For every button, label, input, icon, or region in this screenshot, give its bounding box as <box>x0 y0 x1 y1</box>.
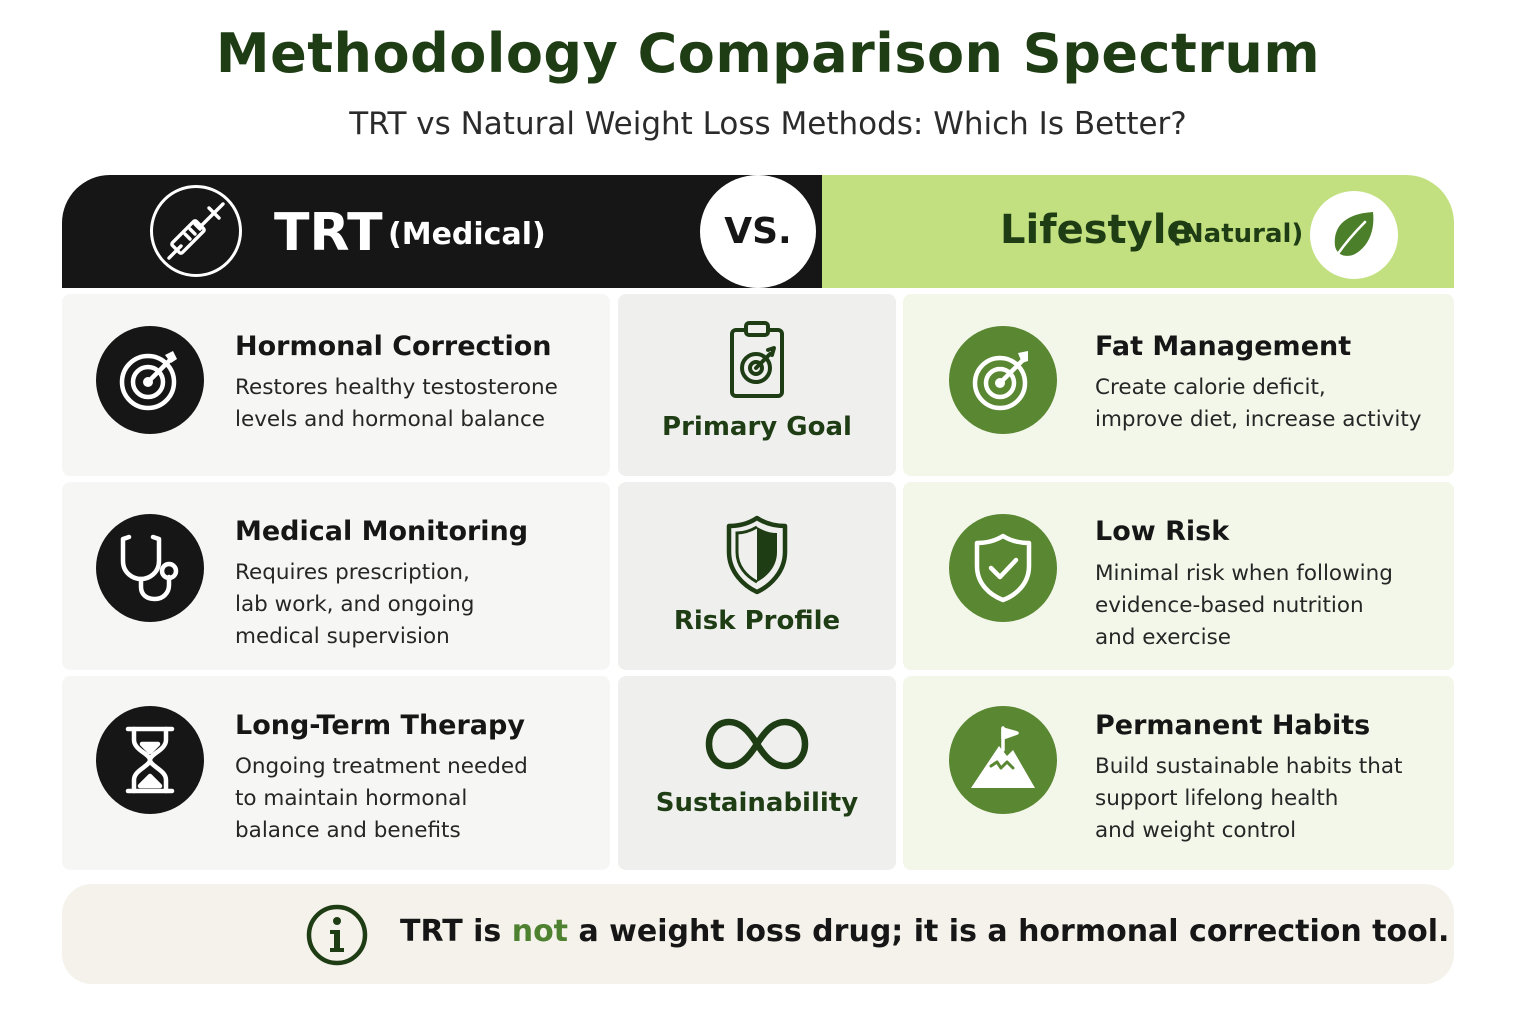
header-lifestyle-sublabel: (Natural) <box>1170 219 1304 249</box>
shield-icon <box>618 514 896 596</box>
criterion-primary-goal-label: Primary Goal <box>662 412 852 442</box>
criterion-primary-goal: Primary Goal <box>618 294 896 476</box>
footer-text-end: a weight loss drug; it is a hormonal cor… <box>578 914 1450 949</box>
header-lifestyle-label: Lifestyle <box>1000 207 1194 253</box>
lifestyle-goal-text: Create calorie deficit, improve diet, in… <box>1095 372 1422 436</box>
clipboard-target-icon <box>618 320 896 400</box>
target-icon <box>96 326 204 434</box>
footer-highlight: not <box>511 914 569 949</box>
trt-goal-line-2: levels and hormonal balance <box>235 407 546 432</box>
trt-risk-line-1: Requires prescription, <box>235 560 470 585</box>
footer-text-start: TRT is <box>400 914 502 949</box>
hourglass-icon <box>96 706 204 814</box>
info-icon <box>306 904 368 970</box>
lifestyle-risk-line-2: evidence-based nutrition <box>1095 593 1364 618</box>
stethoscope-icon <box>96 514 204 622</box>
mountain-flag-icon <box>949 706 1057 814</box>
trt-sustainability-card: Long-Term Therapy Ongoing treatment need… <box>62 676 610 870</box>
lifestyle-primary-goal-card: Fat Management Create calorie deficit, i… <box>903 294 1454 476</box>
lifestyle-goal-line-2: improve diet, increase activity <box>1095 407 1422 432</box>
lifestyle-sustainability-card: Permanent Habits Build sustainable habit… <box>903 676 1454 870</box>
lifestyle-goal-title: Fat Management <box>1095 331 1352 362</box>
trt-sustainability-text: Ongoing treatment needed to maintain hor… <box>235 751 528 847</box>
trt-goal-title: Hormonal Correction <box>235 331 552 362</box>
lifestyle-sustainability-line-3: and weight control <box>1095 818 1297 843</box>
criterion-sustainability: Sustainability <box>618 676 896 870</box>
leaf-icon <box>1310 191 1398 279</box>
lifestyle-risk-title: Low Risk <box>1095 516 1230 547</box>
header-trt: TRT (Medical) <box>62 175 822 288</box>
header-lifestyle: Lifestyle (Natural) <box>822 175 1454 288</box>
trt-risk-line-3: medical supervision <box>235 624 450 649</box>
criterion-risk-profile-label: Risk Profile <box>673 606 841 636</box>
header-trt-label: TRT <box>274 203 383 263</box>
trt-primary-goal-card: Hormonal Correction Restores healthy tes… <box>62 294 610 476</box>
lifestyle-sustainability-title: Permanent Habits <box>1095 710 1371 741</box>
trt-sustainability-line-1: Ongoing treatment needed <box>235 754 528 779</box>
trt-risk-line-2: lab work, and ongoing <box>235 592 475 617</box>
lifestyle-risk-text: Minimal risk when following evidence-bas… <box>1095 558 1393 654</box>
footer-note: TRT is not a weight loss drug; it is a h… <box>62 884 1454 984</box>
header-trt-sublabel: (Medical) <box>388 217 546 252</box>
infinity-icon <box>618 716 896 772</box>
vs-badge: VS. <box>700 175 816 288</box>
lifestyle-risk-line-3: and exercise <box>1095 625 1232 650</box>
lifestyle-goal-line-1: Create calorie deficit, <box>1095 375 1326 400</box>
trt-goal-text: Restores healthy testosterone levels and… <box>235 372 558 436</box>
lifestyle-sustainability-line-2: support lifelong health <box>1095 786 1339 811</box>
footer-text: TRT is not a weight loss drug; it is a h… <box>400 914 1449 949</box>
trt-goal-line-1: Restores healthy testosterone <box>235 375 558 400</box>
page-title: Methodology Comparison Spectrum <box>215 22 1321 85</box>
shield-check-icon <box>949 514 1057 622</box>
trt-sustainability-line-3: balance and benefits <box>235 818 461 843</box>
trt-risk-title: Medical Monitoring <box>235 516 529 547</box>
lifestyle-sustainability-line-1: Build sustainable habits that <box>1095 754 1403 779</box>
trt-risk-card: Medical Monitoring Requires prescription… <box>62 482 610 670</box>
criterion-sustainability-label: Sustainability <box>655 788 859 818</box>
lifestyle-sustainability-text: Build sustainable habits that support li… <box>1095 751 1402 847</box>
page-subtitle: TRT vs Natural Weight Loss Methods: Whic… <box>349 106 1187 142</box>
trt-risk-text: Requires prescription, lab work, and ong… <box>235 557 474 653</box>
syringe-icon <box>150 185 242 277</box>
target-arrow-icon <box>949 326 1057 434</box>
comparison-header: TRT (Medical) Lifestyle (Natural) <box>62 175 1454 288</box>
trt-sustainability-line-2: to maintain hormonal <box>235 786 468 811</box>
lifestyle-risk-card: Low Risk Minimal risk when following evi… <box>903 482 1454 670</box>
lifestyle-risk-line-1: Minimal risk when following <box>1095 561 1393 586</box>
criterion-risk-profile: Risk Profile <box>618 482 896 670</box>
trt-sustainability-title: Long-Term Therapy <box>235 710 525 741</box>
